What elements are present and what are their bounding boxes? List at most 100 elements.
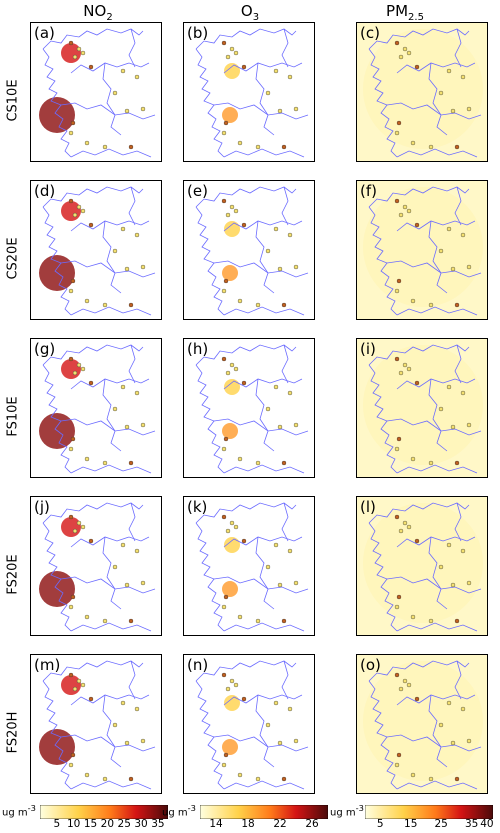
station-marker: [402, 46, 408, 52]
station-marker: [273, 542, 279, 548]
region-boundary: [42, 28, 144, 158]
station-marker: [72, 54, 78, 60]
map-panel: (k): [183, 496, 315, 636]
station-marker: [233, 208, 239, 214]
colorbar-tick-label: 22: [273, 818, 287, 830]
region-boundary: [396, 306, 478, 316]
concentration-hotspot: [222, 423, 238, 439]
region-boundary: [255, 694, 275, 768]
station-marker: [221, 672, 227, 678]
station-marker: [88, 64, 94, 70]
station-marker: [410, 456, 416, 462]
station-marker: [398, 54, 404, 60]
concentration-hotspot: [363, 345, 483, 465]
station-marker: [265, 722, 271, 728]
station-marker: [273, 384, 279, 390]
station-marker: [233, 50, 239, 56]
station-marker: [454, 460, 460, 466]
region-boundary: [396, 780, 478, 790]
station-marker: [255, 776, 261, 782]
row-label-fs10e: FS10E: [5, 395, 21, 437]
map-canvas: [31, 181, 161, 319]
map-background: [184, 497, 314, 635]
concentration-hotspot: [61, 359, 81, 379]
region-boundary: [195, 186, 297, 316]
station-marker: [396, 278, 402, 284]
row-label-cs20e: CS20E: [5, 236, 21, 280]
map-canvas: [357, 23, 487, 161]
station-marker: [406, 524, 412, 530]
concentration-hotspot: [222, 581, 238, 597]
station-marker: [406, 208, 412, 214]
region-boundary: [102, 220, 122, 294]
station-marker: [84, 140, 90, 146]
station-marker: [466, 580, 472, 586]
station-marker: [241, 380, 247, 386]
station-marker: [273, 700, 279, 706]
station-marker: [255, 460, 261, 466]
region-boundary: [255, 220, 275, 294]
concentration-hotspot: [61, 517, 81, 537]
station-marker: [394, 446, 400, 452]
station-marker: [281, 776, 287, 782]
region-boundary: [368, 28, 470, 158]
station-marker: [438, 90, 444, 96]
map-panel: (m): [30, 654, 162, 794]
region-boundary: [223, 62, 303, 74]
region-boundary: [195, 502, 297, 632]
station-marker: [454, 302, 460, 308]
region-boundary: [386, 102, 482, 120]
station-marker: [265, 248, 271, 254]
station-marker: [406, 682, 412, 688]
station-marker: [233, 524, 239, 530]
station-marker: [398, 370, 404, 376]
station-marker: [70, 120, 76, 126]
column-title-o3: O3: [240, 2, 260, 23]
station-marker: [128, 302, 134, 308]
station-marker: [287, 548, 293, 554]
station-marker: [84, 772, 90, 778]
colorbar-tick-label: 10: [66, 818, 81, 830]
region-boundary: [281, 186, 289, 226]
station-marker: [398, 528, 404, 534]
region-boundary: [60, 102, 156, 120]
map-panel: (d): [30, 180, 162, 320]
region-boundary: [128, 502, 136, 542]
map-canvas: [184, 181, 314, 319]
station-marker: [281, 460, 287, 466]
region-boundary: [42, 660, 144, 790]
station-marker: [410, 614, 416, 620]
station-marker: [223, 120, 229, 126]
colorbar-o3: [199, 804, 329, 820]
station-marker: [68, 130, 74, 136]
station-marker: [410, 772, 416, 778]
station-marker: [76, 362, 82, 368]
station-marker: [396, 436, 402, 442]
region-boundary: [60, 734, 156, 752]
station-marker: [394, 604, 400, 610]
region-boundary: [102, 62, 122, 136]
region-boundary: [60, 418, 156, 436]
station-marker: [265, 406, 271, 412]
region-boundary: [386, 734, 482, 752]
map-canvas: [357, 339, 487, 477]
station-marker: [140, 738, 146, 744]
station-marker: [265, 90, 271, 96]
region-boundary: [223, 148, 305, 158]
station-marker: [112, 248, 118, 254]
map-panel: (o): [356, 654, 488, 794]
station-marker: [293, 738, 299, 744]
station-marker: [466, 106, 472, 112]
panel-label: (j): [34, 498, 50, 516]
station-marker: [281, 618, 287, 624]
region-boundary: [386, 576, 482, 594]
region-boundary: [70, 780, 152, 790]
station-marker: [233, 682, 239, 688]
region-boundary: [396, 148, 478, 158]
map-background: [184, 23, 314, 161]
station-marker: [68, 288, 74, 294]
station-marker: [84, 298, 90, 304]
station-marker: [120, 226, 126, 232]
station-marker: [466, 264, 472, 270]
station-marker: [102, 144, 108, 150]
